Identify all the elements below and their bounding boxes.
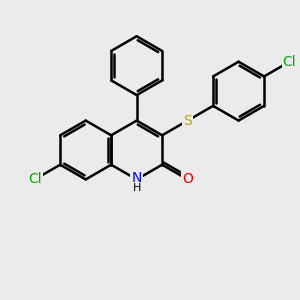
Text: Cl: Cl (283, 55, 296, 69)
Text: Cl: Cl (28, 172, 41, 186)
Text: O: O (182, 172, 193, 186)
Text: H: H (133, 183, 141, 193)
Text: N: N (131, 171, 142, 185)
Text: S: S (183, 114, 192, 128)
